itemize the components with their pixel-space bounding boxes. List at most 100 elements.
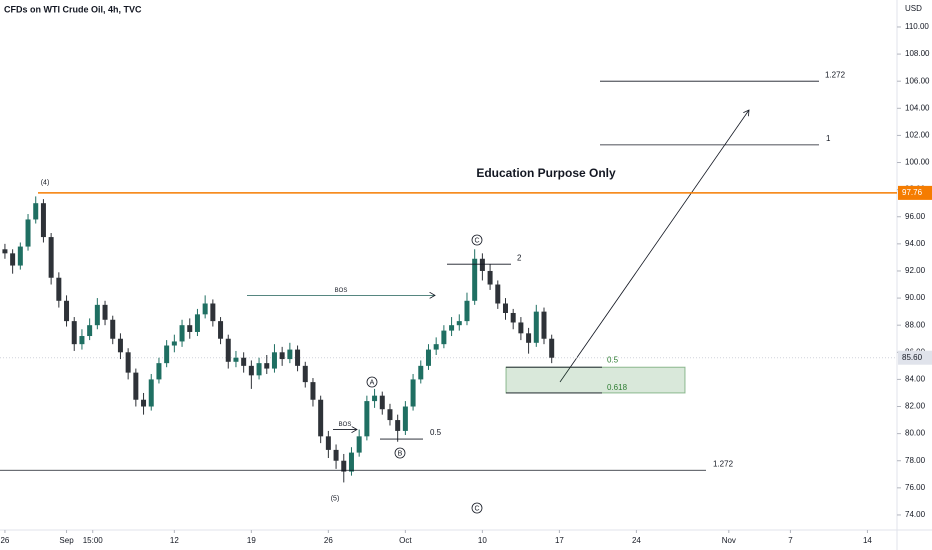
candle-body: [102, 304, 108, 320]
candle-body: [518, 322, 524, 334]
x-tick-label: 19: [247, 536, 256, 545]
candle-body: [141, 399, 147, 407]
y-tick-label: 76.00: [905, 483, 926, 492]
candle-body: [148, 379, 154, 407]
x-tick-label: 26: [0, 536, 9, 545]
y-tick-label: 96.00: [905, 212, 926, 221]
y-tick-label: 80.00: [905, 429, 926, 438]
candle-body: [164, 345, 170, 364]
candle-body: [171, 341, 177, 346]
candle-body: [225, 338, 231, 362]
candle-body: [117, 338, 123, 353]
wave-label: (5): [331, 495, 340, 502]
x-tick-label: Nov: [722, 536, 736, 545]
y-tick-label: 78.00: [905, 456, 926, 465]
candle-body: [87, 325, 93, 337]
bos-label: BOS: [339, 422, 352, 428]
candle-body: [125, 352, 131, 373]
candle-body: [310, 382, 316, 400]
y-tick-label: 94.00: [905, 239, 926, 248]
wave-label: A: [370, 379, 375, 386]
x-tick-label: Oct: [399, 536, 412, 545]
candle-body: [218, 321, 224, 339]
candle-body: [372, 395, 378, 402]
candle-body: [10, 253, 16, 266]
resistance-tag-label: 97.76: [902, 188, 923, 197]
candle-body: [110, 319, 116, 339]
candle-body: [433, 344, 439, 350]
candle-body: [464, 300, 470, 322]
watermark-text: Education Purpose Only: [476, 166, 616, 180]
candle-body: [17, 246, 23, 266]
candle-body: [502, 303, 508, 313]
wave-label: (4): [41, 179, 50, 186]
candle-body: [241, 357, 247, 366]
candle-body: [233, 357, 239, 362]
candle-body: [79, 336, 85, 345]
y-tick-label: 110.00: [905, 22, 929, 31]
candle-body: [156, 363, 162, 380]
candle-body: [194, 314, 200, 332]
wave-circle: [471, 502, 483, 514]
candle-body: [56, 277, 62, 301]
x-tick-label: 26: [324, 536, 333, 545]
y-tick-label: 108.00: [905, 49, 930, 58]
candle-body: [341, 460, 347, 472]
candle-body: [402, 406, 408, 431]
candle-body: [287, 349, 293, 360]
candle-body: [379, 395, 385, 410]
candle-body: [456, 321, 462, 326]
projection-arrow: [559, 110, 749, 383]
target-zone: [505, 366, 686, 394]
zone-top-label: 0.5: [607, 355, 619, 364]
candle-body: [348, 452, 354, 472]
candle-body: [256, 363, 262, 376]
candle-body: [495, 284, 501, 304]
candle-body: [279, 352, 285, 360]
y-tick-label: 100.00: [905, 158, 930, 167]
fib-level-label: 1.272: [825, 70, 846, 79]
candle-body: [449, 325, 455, 331]
candle-body: [418, 365, 424, 380]
candle-body: [271, 352, 277, 369]
last-price-tag-label: 85.60: [902, 353, 923, 362]
candle-body: [48, 237, 54, 278]
candle-body: [472, 258, 478, 301]
wave-label: C: [474, 237, 479, 244]
candle-body: [40, 203, 46, 238]
candle-body: [25, 219, 31, 247]
y-tick-label: 74.00: [905, 510, 926, 519]
wave-label: B: [398, 450, 403, 457]
candle-body: [133, 372, 139, 400]
candle-body: [425, 349, 431, 366]
y-tick-label: 82.00: [905, 402, 926, 411]
chart-title: CFDs on WTI Crude Oil, 4h, TVC: [4, 4, 142, 14]
candle-body: [325, 436, 331, 450]
bos-label: BOS: [335, 288, 348, 294]
candle-body: [549, 338, 555, 358]
candle-body: [364, 401, 370, 437]
y-tick-label: 102.00: [905, 131, 930, 140]
y-tick-label: 88.00: [905, 320, 926, 329]
candle-body: [318, 399, 324, 437]
candle-body: [526, 333, 532, 343]
axis-unit: USD: [905, 4, 922, 13]
zone-bottom-label: 0.618: [607, 383, 628, 392]
wave-label: C: [474, 505, 479, 512]
candle-body: [356, 436, 362, 453]
y-tick-label: 106.00: [905, 76, 930, 85]
fib-level-label: 1.272: [713, 459, 734, 468]
fib-level-label: 0.5: [430, 428, 442, 437]
x-tick-label: 7: [788, 536, 793, 545]
candle-body: [210, 303, 216, 322]
candle-body: [71, 321, 77, 345]
candle-body: [387, 409, 393, 421]
x-tick-label: 12: [170, 536, 179, 545]
last-price-tag: [898, 350, 932, 365]
candle-body: [202, 303, 208, 315]
candle-body: [541, 311, 547, 339]
fib-level-label: 1: [826, 134, 831, 143]
candle-body: [487, 270, 493, 285]
